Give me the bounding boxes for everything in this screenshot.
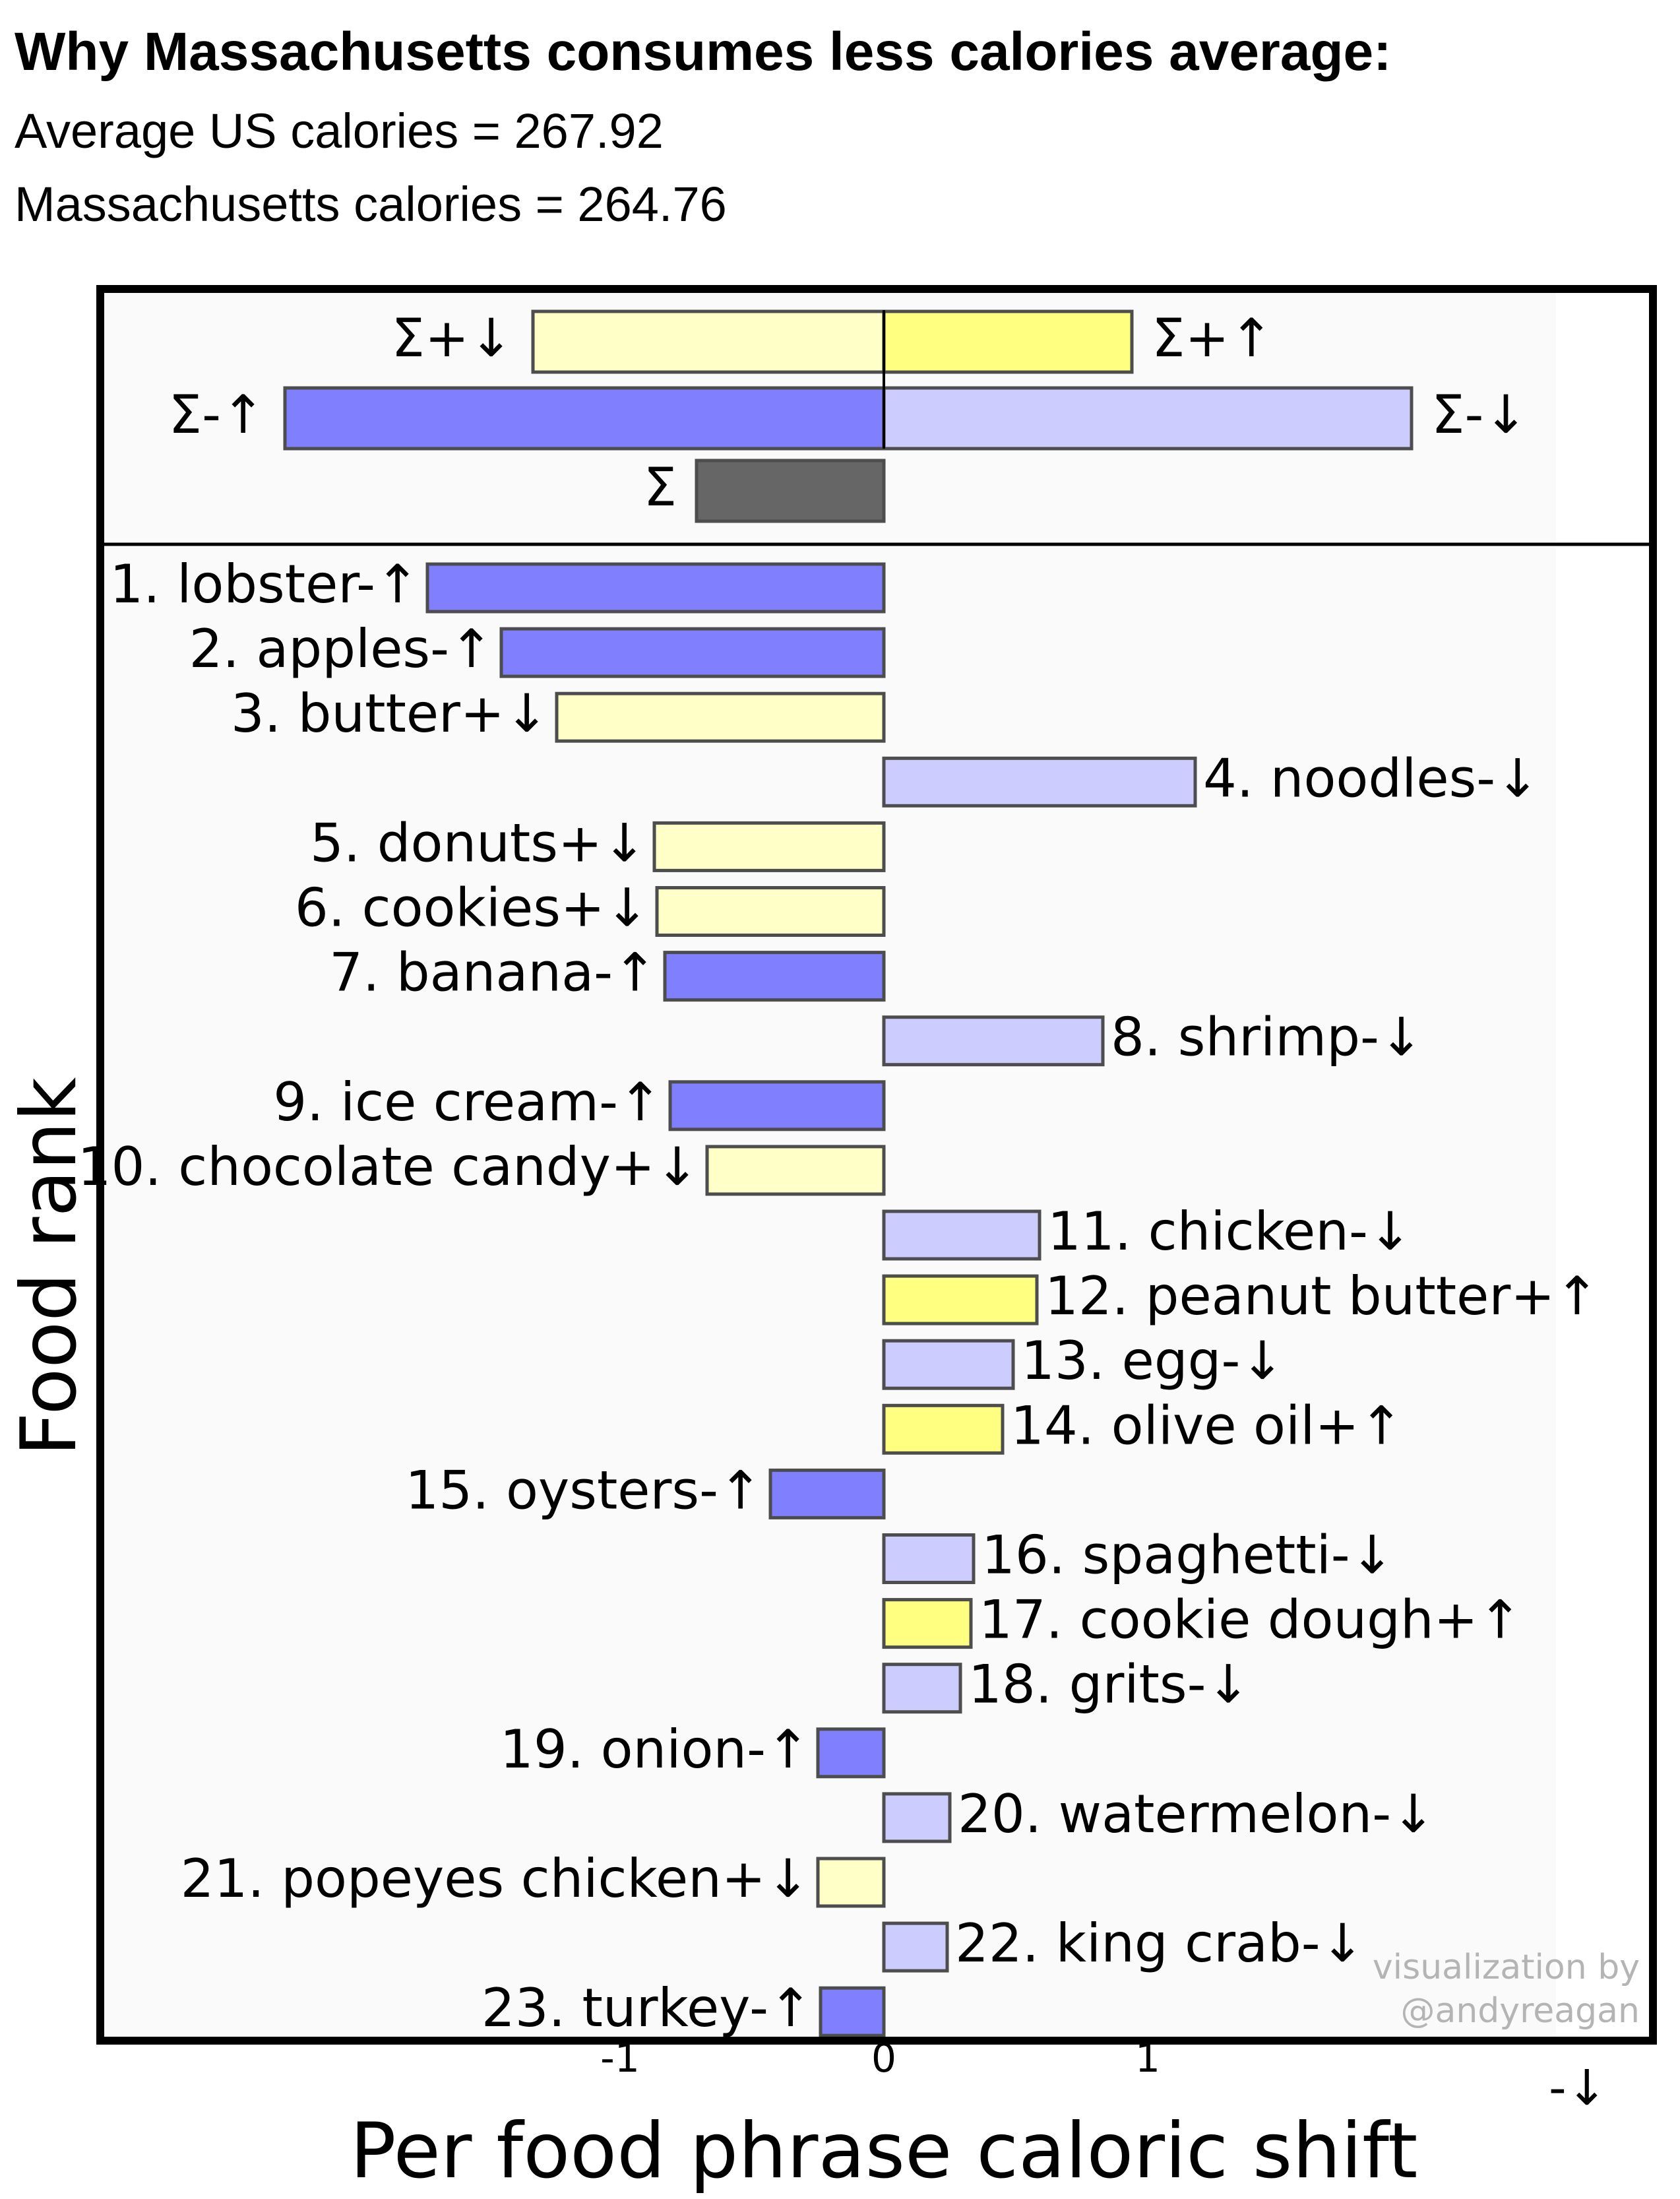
- sum-plus-up-label: Σ+↑: [1152, 307, 1274, 369]
- bar-label-3-butter: 3. butter+↓: [231, 683, 549, 744]
- watermark-line1: visualization by: [1373, 1948, 1640, 1987]
- bar-1-lobster: [425, 562, 886, 614]
- sum-total-bar: [695, 459, 886, 523]
- bar-14-olive-oil: [882, 1403, 1005, 1455]
- bar-label-16-spaghetti: 16. spaghetti-↓: [981, 1524, 1394, 1585]
- bar-16-spaghetti: [882, 1533, 976, 1584]
- bar-22-king-crab: [882, 1921, 949, 1973]
- bar-20-watermelon: [882, 1792, 952, 1843]
- sum-minus-down-bar: [882, 386, 1414, 451]
- watermark-line2: @andyreagan: [1400, 1991, 1640, 2031]
- bar-18-grits: [882, 1663, 962, 1714]
- bar-label-14-olive-oil: 14. olive oil+↑: [1011, 1395, 1404, 1456]
- bar-label-11-chicken: 11. chicken-↓: [1047, 1201, 1412, 1262]
- y-axis-label: Food rank: [5, 1077, 94, 1457]
- bar-label-1-lobster: 1. lobster-↑: [109, 554, 420, 615]
- bar-11-chicken: [882, 1209, 1042, 1261]
- bar-label-10-chocolate-candy: 10. chocolate candy+↓: [78, 1136, 699, 1197]
- bar-23-turkey: [819, 1986, 886, 2037]
- food-bars: 1. lobster-↑2. apples-↑3. butter+↓ 4. noo…: [78, 554, 1600, 2039]
- x-tick-label: 1: [1135, 2035, 1160, 2082]
- bar-label-5-donuts: 5. donuts+↓: [310, 812, 646, 874]
- sum-total-label: Σ: [643, 457, 677, 518]
- sum-plus-up-bar: [882, 309, 1134, 374]
- sum-minus-down-label: Σ-↓: [1431, 384, 1528, 445]
- bar-label-8-shrimp: 8. shrimp-↓: [1111, 1007, 1423, 1068]
- bar-label-21-popeyes-chicken: 21. popeyes chicken+↓: [181, 1848, 810, 1909]
- x-axis-ticks: -1 0 1: [600, 2035, 1160, 2082]
- bar-label-19-onion: 19. onion-↑: [500, 1719, 810, 1780]
- sum-plus-down-label: Σ+↓: [391, 307, 513, 369]
- massachusetts-calories: Massachusetts calories = 264.76: [15, 177, 727, 232]
- bar-13-egg: [882, 1339, 1015, 1390]
- bar-15-oysters: [768, 1468, 886, 1519]
- bars-panel-background: [100, 547, 1556, 2037]
- bar-label-2-apples: 2. apples-↑: [189, 618, 493, 680]
- bar-label-23-turkey: 23. turkey-↑: [482, 1977, 813, 2039]
- bar-label-20-watermelon: 20. watermelon-↓: [958, 1783, 1435, 1845]
- chart-title: Why Massachusetts consumes less calories…: [15, 22, 1391, 82]
- x-tick-label: 0: [871, 2035, 896, 2082]
- bar-label-18-grits: 18. grits-↓: [968, 1654, 1251, 1715]
- bar-2-apples: [499, 627, 886, 678]
- x-axis-label: Per food phrase caloric shift: [350, 2107, 1418, 2196]
- bar-8-shrimp: [882, 1015, 1105, 1067]
- bar-3-butter: [555, 691, 886, 743]
- chart-frame: [96, 285, 1657, 2045]
- bar-label-13-egg: 13. egg-↓: [1021, 1330, 1284, 1391]
- sum-minus-up-bar: [283, 386, 886, 451]
- stray-label: -↓: [1549, 2060, 1607, 2117]
- summary-bars: Σ+↓ Σ+↑ Σ-↑ Σ-↓ Σ: [169, 307, 1528, 523]
- bar-9-ice-cream: [668, 1080, 886, 1131]
- bar-label-9-ice-cream: 9. ice cream-↑: [273, 1071, 662, 1133]
- bar-label-7-banana: 7. banana-↑: [329, 942, 657, 1004]
- bar-label-12-peanut-butter: 12. peanut butter+↑: [1045, 1265, 1599, 1327]
- average-us-calories: Average US calories = 267.92: [15, 104, 664, 158]
- bar-label-6-cookies: 6. cookies+↓: [295, 877, 649, 938]
- bar-label-17-cookie-dough: 17. cookie dough+↑: [979, 1589, 1522, 1651]
- sum-plus-down-bar: [531, 309, 886, 374]
- sum-minus-up-label: Σ-↑: [169, 384, 265, 445]
- bar-10-chocolate-candy: [705, 1145, 886, 1196]
- bar-12-peanut-butter: [882, 1274, 1039, 1325]
- bar-7-banana: [663, 951, 886, 1002]
- bar-17-cookie-dough: [882, 1598, 973, 1649]
- bar-21-popeyes-chicken: [816, 1857, 886, 1908]
- x-tick-label: -1: [600, 2035, 640, 2082]
- bar-5-donuts: [652, 821, 886, 872]
- bar-label-22-king-crab: 22. king crab-↓: [955, 1913, 1365, 1974]
- bar-19-onion: [816, 1727, 886, 1779]
- bar-6-cookies: [655, 886, 886, 937]
- bar-label-4-noodles: 4. noodles-↓: [1203, 748, 1540, 809]
- bar-4-noodles: [882, 756, 1197, 808]
- bar-label-15-oysters: 15. oysters-↑: [405, 1459, 762, 1521]
